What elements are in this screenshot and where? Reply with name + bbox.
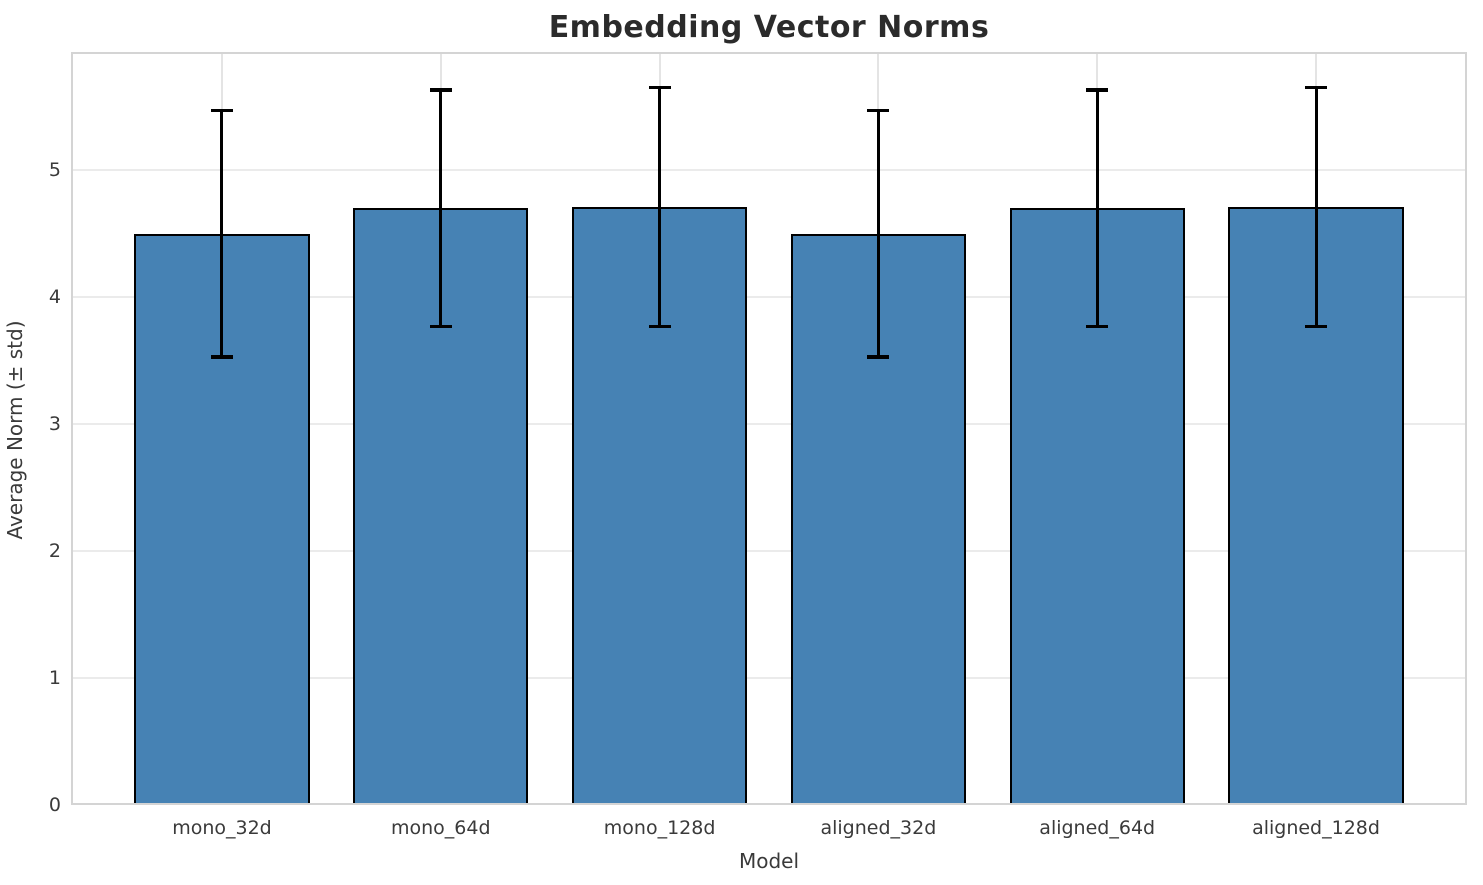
error-bar-cap-top-mono_32d bbox=[210, 108, 233, 113]
error-bar-cap-bottom-aligned_128d bbox=[1305, 324, 1328, 329]
x-tick-label-aligned_128d: aligned_128d bbox=[1252, 817, 1380, 839]
y-tick-label-5: 5 bbox=[48, 158, 61, 181]
error-bar-cap-top-aligned_64d bbox=[1086, 88, 1109, 92]
y-tick-label-1: 1 bbox=[48, 666, 61, 689]
error-bar-cap-bottom-mono_128d bbox=[648, 324, 671, 329]
x-tick-label-mono_32d: mono_32d bbox=[172, 817, 272, 839]
error-bar-cap-bottom-mono_64d bbox=[429, 324, 452, 329]
error-bar-cap-bottom-aligned_64d bbox=[1086, 324, 1109, 329]
error-bar-cap-top-aligned_32d bbox=[867, 108, 890, 113]
y-tick-label-3: 3 bbox=[48, 412, 61, 435]
gridline-horizontal bbox=[71, 423, 1467, 426]
gridline-horizontal bbox=[71, 169, 1467, 172]
error-bar-aligned_64d bbox=[1095, 90, 1099, 327]
x-tick-label-mono_128d: mono_128d bbox=[603, 817, 716, 839]
y-tick-label-4: 4 bbox=[48, 285, 61, 308]
error-bar-mono_32d bbox=[220, 110, 224, 357]
error-bar-cap-top-aligned_128d bbox=[1305, 85, 1328, 90]
x-tick-label-aligned_32d: aligned_32d bbox=[820, 817, 937, 839]
error-bar-cap-bottom-mono_32d bbox=[210, 355, 233, 359]
y-tick-label-0: 0 bbox=[48, 793, 61, 816]
error-bar-mono_128d bbox=[658, 87, 662, 327]
x-tick-label-mono_64d: mono_64d bbox=[391, 817, 491, 839]
y-axis-label: Average Norm (± std) bbox=[3, 320, 27, 540]
error-bar-cap-top-mono_64d bbox=[429, 88, 452, 92]
y-tick-label-2: 2 bbox=[48, 539, 61, 562]
error-bar-cap-bottom-aligned_32d bbox=[867, 355, 890, 359]
error-bar-aligned_32d bbox=[876, 110, 880, 357]
error-bar-aligned_128d bbox=[1314, 87, 1318, 327]
gridline-horizontal bbox=[71, 550, 1467, 553]
gridline-horizontal bbox=[71, 296, 1467, 299]
x-tick-label-aligned_64d: aligned_64d bbox=[1039, 817, 1156, 839]
error-bar-cap-top-mono_128d bbox=[648, 85, 671, 90]
error-bar-mono_64d bbox=[439, 90, 443, 327]
chart-title: Embedding Vector Norms bbox=[548, 10, 990, 45]
gridline-horizontal bbox=[71, 677, 1467, 680]
plot-area bbox=[71, 52, 1467, 805]
x-axis-label: Model bbox=[738, 849, 800, 873]
